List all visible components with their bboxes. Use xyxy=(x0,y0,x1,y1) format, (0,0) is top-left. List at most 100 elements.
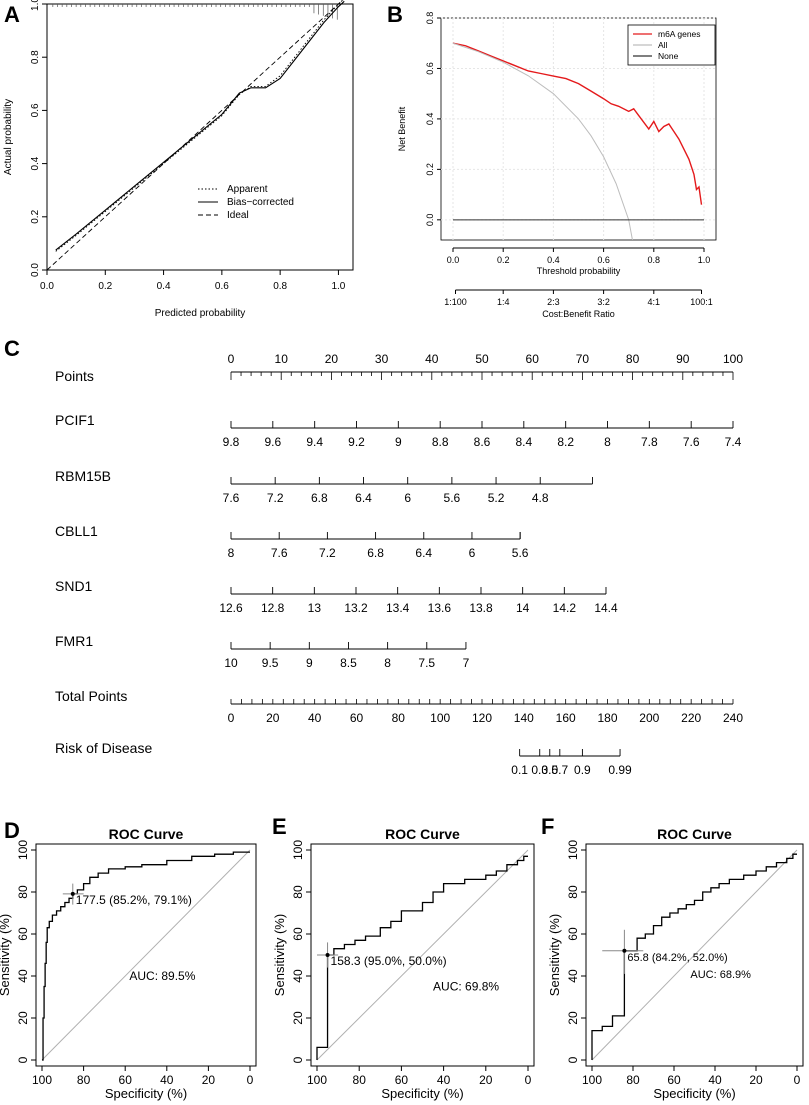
roc-plot-d: ROC Curve 100 80 60 40 20 0 0 20 40 60 80 100 Specifi… xyxy=(0,826,257,1101)
points-tick-label: 30 xyxy=(375,352,389,366)
threshold-point xyxy=(622,948,627,953)
x-tick-label: 0.2 xyxy=(497,255,510,265)
points-tick-label: 10 xyxy=(275,352,289,366)
total-points-tick-label: 140 xyxy=(514,711,534,725)
row-pcif1-label: PCIF1 xyxy=(55,412,95,428)
row-risk-of-disease-tick-label: 0.5 xyxy=(541,763,558,777)
row-snd1-tick-label: 13.6 xyxy=(428,601,452,615)
points-tick-label: 90 xyxy=(676,352,690,366)
y-tick-label: 0.0 xyxy=(425,214,435,227)
legend-label: Bias−corrected xyxy=(227,197,294,208)
panel-letter-f: F xyxy=(541,814,554,839)
row-risk-of-disease-tick-label: 0.99 xyxy=(608,763,632,777)
row-pcif1-tick-label: 9.4 xyxy=(306,435,323,449)
reference-diagonal xyxy=(41,849,251,1061)
x-tick-label: 0.8 xyxy=(648,255,661,265)
roc-curve xyxy=(316,855,528,1060)
row-total-points-label: Total Points xyxy=(55,688,127,704)
auc-label: AUC: 89.5% xyxy=(129,969,195,983)
total-points-tick-label: 20 xyxy=(266,711,280,725)
series-line-dashed xyxy=(46,0,344,271)
row-snd1-tick-label: 13.2 xyxy=(344,601,368,615)
row-snd1-tick-label: 13.8 xyxy=(469,601,493,615)
total-points-tick-label: 40 xyxy=(308,711,322,725)
row-fmr1-tick-label: 10 xyxy=(224,656,238,670)
row-cbll1-tick-label: 8 xyxy=(228,546,235,560)
row-snd1-tick-label: 14.2 xyxy=(553,601,577,615)
row-points-label: Points xyxy=(55,368,94,384)
y-tick-label: 80 xyxy=(291,885,305,899)
threshold-point xyxy=(70,891,75,896)
y-tick-label: 0.2 xyxy=(425,163,435,176)
row-pcif1-tick-label: 9 xyxy=(395,435,402,449)
chart-title: ROC Curve xyxy=(657,826,732,842)
series-line-solid xyxy=(55,0,345,251)
x-tick-label: 40 xyxy=(437,1073,451,1087)
roc-plot-e: ROC Curve 100 80 60 40 20 0 0 20 40 60 80 100 Specifi… xyxy=(272,826,535,1101)
row-risk-of-disease-tick-label: 0.3 xyxy=(531,763,548,777)
row-snd1-tick-label: 12.8 xyxy=(261,601,285,615)
y-tick-label: 0 xyxy=(566,1056,580,1063)
panel-letter-c: C xyxy=(4,336,20,361)
y-axis-label: Actual probability xyxy=(3,99,14,175)
points-tick-label: 40 xyxy=(425,352,439,366)
row-snd1-tick-label: 13 xyxy=(308,601,322,615)
x-tick-label: 100 xyxy=(307,1073,327,1087)
panel-letter-e: E xyxy=(272,814,287,839)
points-tick-label: 50 xyxy=(475,352,489,366)
y-tick-label: 80 xyxy=(16,885,30,899)
row-fmr1-tick-label: 9.5 xyxy=(262,656,279,670)
cost-benefit-tick-label: 100:1 xyxy=(690,297,713,307)
x-tick-label: 80 xyxy=(77,1073,91,1087)
x-tick-label: 0.4 xyxy=(547,255,560,265)
y-tick-label: 0.4 xyxy=(30,156,41,170)
total-points-tick-label: 220 xyxy=(681,711,701,725)
row-fmr1-tick-label: 9 xyxy=(306,656,313,670)
x-axis-label: Specificity (%) xyxy=(381,1086,463,1101)
plot-frame xyxy=(310,843,535,1067)
row-cbll1-tick-label: 7.2 xyxy=(319,546,336,560)
auc-label: AUC: 69.8% xyxy=(433,980,499,994)
y-tick-label: 0 xyxy=(16,1056,30,1063)
y-tick-label: 0.6 xyxy=(425,62,435,75)
cost-benefit-tick-label: 1:4 xyxy=(497,297,510,307)
x-tick-label: 0.0 xyxy=(447,255,460,265)
total-points-tick-label: 240 xyxy=(723,711,743,725)
y-axis-label: Sensitivity (%) xyxy=(272,914,287,996)
points-tick-label: 60 xyxy=(526,352,540,366)
row-snd1-tick-label: 12.6 xyxy=(219,601,243,615)
row-snd1-tick-label: 14.4 xyxy=(594,601,618,615)
y-tick-label: 100 xyxy=(16,840,30,860)
x-tick-label: 40 xyxy=(160,1073,174,1087)
row-snd1-tick-label: 14 xyxy=(516,601,530,615)
x-tick-label: 60 xyxy=(395,1073,409,1087)
panel-letter-d: D xyxy=(4,818,20,843)
cost-benefit-tick-label: 3:2 xyxy=(597,297,610,307)
row-cbll1-tick-label: 6.8 xyxy=(367,546,384,560)
x-tick-label: 20 xyxy=(202,1073,216,1087)
x-tick-label: 100 xyxy=(582,1073,602,1087)
chart-title: ROC Curve xyxy=(109,826,184,842)
y-tick-label: 100 xyxy=(566,840,580,860)
row-pcif1-tick-label: 9.8 xyxy=(223,435,240,449)
row-rbm15b-label: RBM15B xyxy=(55,468,111,484)
x-tick-label: 0.6 xyxy=(597,255,610,265)
y-axis-label: Sensitivity (%) xyxy=(0,914,12,996)
chart-title: ROC Curve xyxy=(385,826,460,842)
x-axis-label: Specificity (%) xyxy=(653,1086,735,1101)
legend-label: Apparent xyxy=(227,184,268,195)
y-tick-label: 0.8 xyxy=(425,12,435,25)
threshold-label: 158.3 (95.0%, 50.0%) xyxy=(331,954,447,968)
cost-benefit-tick-label: 1:100 xyxy=(444,297,467,307)
points-tick-label: 0 xyxy=(228,352,235,366)
x-tick-label: 1.0 xyxy=(698,255,711,265)
cost-benefit-label: Cost:Benefit Ratio xyxy=(542,309,615,319)
row-rbm15b-tick-label: 5.2 xyxy=(488,491,505,505)
total-points-tick-label: 0 xyxy=(228,711,235,725)
x-tick-label: 1.0 xyxy=(331,281,345,292)
y-tick-label: 0 xyxy=(291,1056,305,1063)
row-pcif1-tick-label: 7.4 xyxy=(725,435,742,449)
cost-benefit-tick-label: 4:1 xyxy=(648,297,661,307)
row-rbm15b-tick-label: 6.4 xyxy=(355,491,372,505)
